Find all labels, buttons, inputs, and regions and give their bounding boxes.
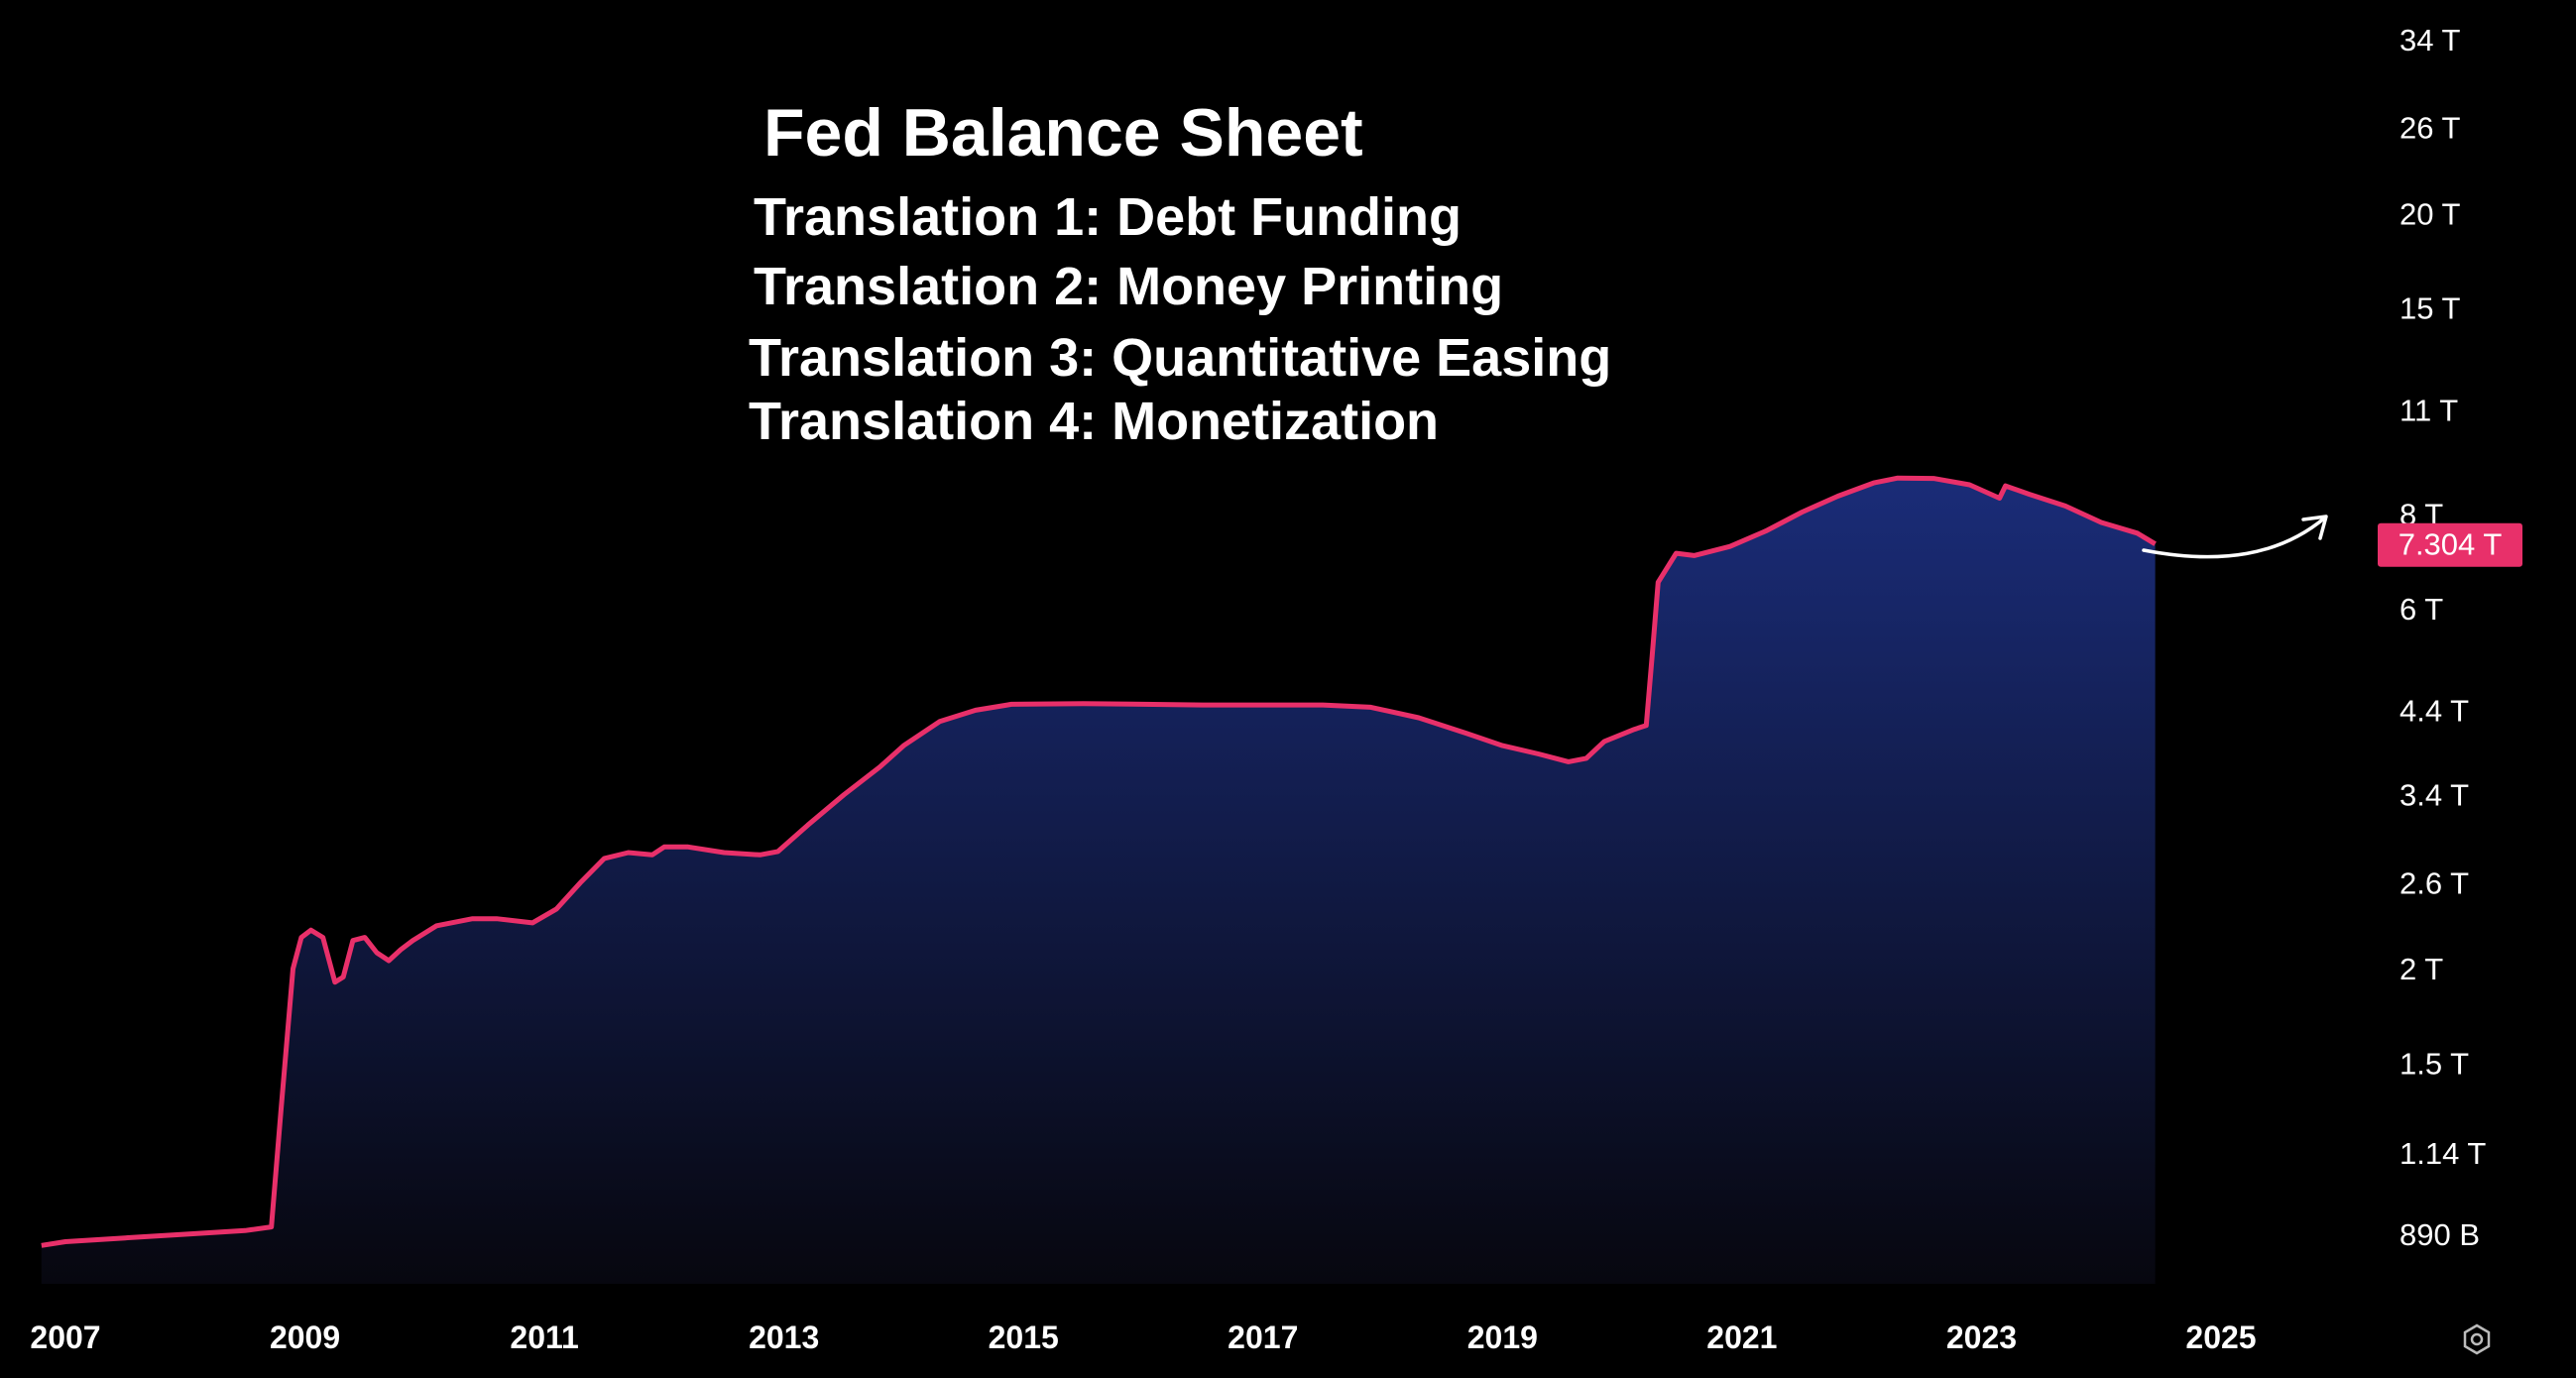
series-area <box>41 478 2156 1284</box>
translation-3: Translation 3: Quantitative Easing <box>749 328 1612 388</box>
y-tick-label: 11 T <box>2400 393 2458 427</box>
y-tick-label: 2.6 T <box>2400 865 2469 900</box>
x-tick-label: 2025 <box>2185 1320 2256 1355</box>
y-tick-label: 1.5 T <box>2400 1046 2469 1081</box>
x-tick-label: 2023 <box>1946 1320 2017 1355</box>
y-tick-label: 20 T <box>2400 197 2461 232</box>
last-value-label: 7.304 T <box>2399 527 2503 562</box>
y-tick-label: 15 T <box>2400 291 2461 326</box>
x-tick-label: 2013 <box>749 1320 819 1355</box>
x-tick-label: 2015 <box>989 1320 1059 1355</box>
series-line <box>41 475 2157 1248</box>
y-tick-label: 4.4 T <box>2400 693 2469 728</box>
x-tick-label: 2017 <box>1228 1320 1298 1355</box>
x-tick-label: 2019 <box>1467 1320 1538 1355</box>
translation-1: Translation 1: Debt Funding <box>754 187 1462 247</box>
curved-arrow-icon <box>2142 516 2327 559</box>
y-tick-label: 2 T <box>2400 952 2443 986</box>
translation-2: Translation 2: Money Printing <box>754 257 1504 316</box>
curved-arrow-head <box>2301 515 2328 540</box>
gear-icon[interactable] <box>2459 1321 2495 1357</box>
x-tick-label: 2021 <box>1706 1320 1777 1355</box>
y-tick-label: 1.14 T <box>2400 1136 2486 1171</box>
translation-4: Translation 4: Monetization <box>749 392 1440 451</box>
chart-title: Fed Balance Sheet <box>763 95 1363 171</box>
y-tick-label: 890 B <box>2400 1217 2480 1252</box>
x-tick-label: 2007 <box>30 1320 100 1355</box>
x-tick-label: 2009 <box>270 1320 340 1355</box>
x-tick-label: 2011 <box>510 1320 578 1355</box>
y-tick-label: 6 T <box>2400 592 2443 627</box>
y-tick-label: 3.4 T <box>2400 778 2469 813</box>
y-tick-label: 34 T <box>2400 23 2461 57</box>
y-tick-label: 26 T <box>2400 111 2461 146</box>
last-value-badge <box>2378 522 2522 567</box>
